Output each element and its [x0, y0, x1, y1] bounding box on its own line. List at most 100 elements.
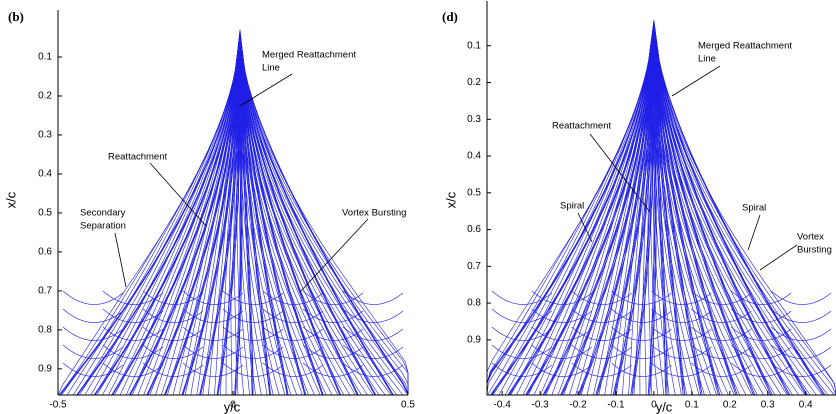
streamline [222, 326, 284, 341]
streamline [182, 308, 244, 323]
streamline [240, 35, 271, 396]
annotation: Merged Reattachment [698, 41, 792, 52]
streamline [62, 326, 124, 341]
streamline [342, 326, 404, 341]
streamline [611, 308, 672, 323]
x-tick-label: -0.4 [494, 400, 512, 411]
streamline [731, 362, 792, 377]
streamline [653, 22, 670, 396]
streamline [691, 326, 752, 341]
streamline [491, 290, 553, 305]
streamline [342, 308, 404, 323]
streamline [102, 308, 164, 323]
annotation: Line [698, 54, 716, 65]
streamlines [57, 29, 409, 396]
streamline [241, 41, 306, 396]
streamline [571, 344, 632, 359]
streamline [657, 47, 829, 396]
leader-line [577, 212, 593, 243]
x-tick-label: 0.2 [723, 400, 737, 411]
streamline [242, 57, 409, 396]
streamline [62, 362, 124, 377]
annotation: Bursting [797, 245, 832, 256]
y-tick-label: 0.3 [38, 130, 52, 141]
streamline [182, 362, 244, 377]
streamline [142, 290, 204, 305]
streamline [571, 290, 632, 305]
leader-line [299, 218, 369, 293]
streamline [129, 48, 239, 396]
streamline [242, 53, 380, 396]
streamline [222, 290, 284, 305]
streamline [62, 344, 124, 359]
streamline [262, 308, 324, 323]
streamline [491, 344, 553, 359]
streamline [498, 44, 652, 396]
leader-line [239, 73, 293, 107]
streamline [531, 290, 592, 305]
streamline [142, 344, 204, 359]
streamline [611, 326, 672, 341]
y-tick-label: 0.5 [467, 187, 481, 198]
streamline [651, 308, 712, 323]
y-tick-label: 0.8 [38, 325, 52, 336]
streamline [580, 30, 653, 396]
streamline [490, 45, 651, 396]
leader-line [747, 214, 761, 251]
streamline [491, 308, 553, 323]
streamline [655, 33, 737, 396]
streamline [770, 362, 832, 377]
streamline [220, 32, 240, 396]
streamline [611, 290, 672, 305]
leader-line [671, 65, 721, 97]
streamline [651, 362, 712, 377]
streamline [62, 308, 124, 323]
streamline [651, 290, 712, 305]
streamline [167, 41, 239, 396]
streamline [651, 344, 712, 359]
streamline [563, 33, 653, 396]
streamline [691, 344, 752, 359]
streamline [650, 20, 657, 396]
streamline [302, 344, 364, 359]
streamline [66, 58, 238, 396]
streamline [598, 28, 654, 396]
streamline [770, 290, 832, 305]
streamline [731, 308, 792, 323]
y-tick-label: 0.7 [467, 261, 481, 272]
streamline [571, 308, 632, 323]
leader-line [114, 232, 127, 288]
streamline [531, 344, 592, 359]
streamline [184, 38, 240, 396]
streamline [595, 28, 654, 396]
streamline [182, 290, 244, 305]
streamline [486, 47, 651, 396]
leader-line [149, 162, 207, 227]
streamline [770, 326, 832, 341]
x-tick-label: 0 [230, 400, 236, 411]
streamline [262, 344, 324, 359]
streamline [656, 43, 808, 396]
streamline [508, 43, 652, 396]
streamline [654, 28, 705, 396]
streamline [58, 59, 237, 396]
streamline [93, 53, 238, 396]
streamline [656, 42, 793, 396]
y-tick-label: 0.2 [467, 77, 481, 88]
streamline [262, 326, 324, 341]
x-axis-title: y/c [656, 399, 673, 414]
streamline [531, 308, 592, 323]
streamline [486, 47, 651, 395]
streamline [654, 25, 688, 396]
annotation: Spiral [742, 203, 766, 214]
streamline [507, 42, 652, 396]
streamline [128, 47, 239, 396]
streamline [243, 60, 409, 395]
x-tick-label: -0.5 [49, 400, 67, 411]
streamline [129, 47, 239, 396]
streamline [542, 36, 652, 396]
streamline [199, 35, 240, 396]
y-tick-label: 0.8 [467, 298, 481, 309]
streamline [243, 60, 409, 395]
streamline [656, 45, 823, 396]
